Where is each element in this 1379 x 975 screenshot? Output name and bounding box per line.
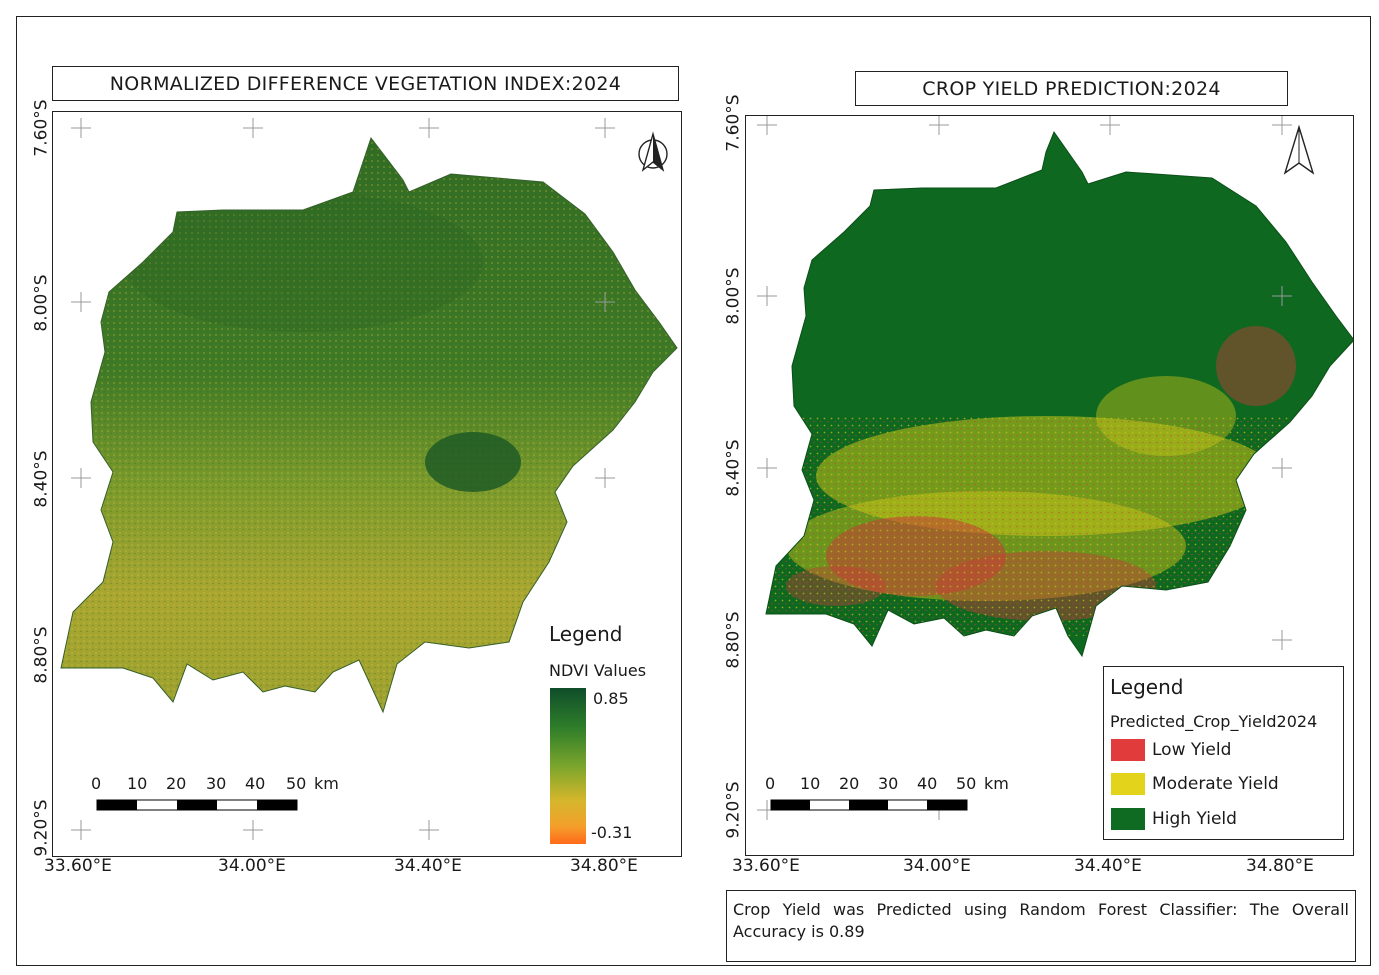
ndvi-map-title-text: NORMALIZED DIFFERENCE VEGETATION INDEX:2… bbox=[109, 72, 622, 95]
yield-map-canvas[interactable] bbox=[746, 116, 1353, 855]
ndvi-map-frame[interactable]: 0 10 20 30 40 50 km Legend NDVI Values 0… bbox=[52, 111, 682, 857]
page-frame bbox=[16, 16, 1371, 966]
ndvi-scale-bar bbox=[96, 799, 298, 811]
yield-lon-label: 34.40°E bbox=[1074, 856, 1142, 876]
ndvi-lat-label: 8.40°S bbox=[31, 450, 52, 508]
ndvi-scale-tick-10: 10 bbox=[127, 774, 148, 793]
ndvi-scale-tick-30: 30 bbox=[206, 774, 227, 793]
yield-lat-label: 8.00°S bbox=[723, 267, 744, 325]
ndvi-lat-label: 8.80°S bbox=[31, 626, 52, 684]
yield-map-title-text: CROP YIELD PREDICTION:2024 bbox=[922, 77, 1221, 100]
yield-scale-tick-20: 20 bbox=[839, 774, 860, 793]
yield-scale-unit: km bbox=[984, 774, 1009, 793]
ndvi-lat-label: 8.00°S bbox=[31, 274, 52, 332]
yield-map-title: CROP YIELD PREDICTION:2024 bbox=[855, 71, 1288, 106]
yield-scale-tick-0: 0 bbox=[765, 774, 776, 793]
moderate-yield-label: Moderate Yield bbox=[1152, 774, 1279, 794]
north-arrow-icon bbox=[638, 131, 668, 172]
ndvi-legend-min: -0.31 bbox=[591, 823, 633, 842]
accuracy-note-text: Crop Yield was Predicted using Random Fo… bbox=[733, 900, 1349, 941]
ndvi-lat-label: 7.60°S bbox=[31, 99, 52, 157]
ndvi-lon-label: 34.80°E bbox=[570, 856, 638, 876]
yield-lon-label: 34.80°E bbox=[1246, 856, 1314, 876]
ndvi-scale-tick-50: 50 bbox=[286, 774, 307, 793]
yield-lat-label: 8.40°S bbox=[723, 439, 744, 497]
yield-map-frame[interactable]: 0 10 20 30 40 50 km Legend Predicted_Cro… bbox=[745, 115, 1354, 856]
accuracy-note: Crop Yield was Predicted using Random Fo… bbox=[726, 890, 1356, 962]
high-yield-label: High Yield bbox=[1152, 809, 1237, 829]
ndvi-scale-tick-0: 0 bbox=[91, 774, 102, 793]
ndvi-lon-label: 33.60°E bbox=[44, 856, 112, 876]
yield-legend-box: Legend Predicted_Crop_Yield2024 Low Yiel… bbox=[1103, 666, 1344, 840]
yield-graticule bbox=[757, 116, 1292, 820]
moderate-yield-swatch bbox=[1111, 773, 1145, 795]
yield-legend-title: Legend bbox=[1110, 675, 1184, 699]
ndvi-lon-label: 34.40°E bbox=[394, 856, 462, 876]
ndvi-lon-label: 34.00°E bbox=[218, 856, 286, 876]
ndvi-lat-label: 9.20°S bbox=[31, 799, 52, 857]
yield-scale-tick-30: 30 bbox=[878, 774, 899, 793]
yield-scale-bar bbox=[770, 799, 968, 811]
yield-scale-tick-10: 10 bbox=[800, 774, 821, 793]
ndvi-map-canvas[interactable] bbox=[53, 112, 681, 856]
ndvi-map-title: NORMALIZED DIFFERENCE VEGETATION INDEX:2… bbox=[52, 66, 679, 101]
north-arrow-icon bbox=[1283, 124, 1315, 175]
yield-lon-label: 33.60°E bbox=[732, 856, 800, 876]
yield-lat-label: 9.20°S bbox=[723, 781, 744, 839]
high-yield-swatch bbox=[1111, 808, 1145, 830]
ndvi-color-ramp bbox=[550, 688, 586, 844]
ndvi-scale-unit: km bbox=[314, 774, 339, 793]
ndvi-scale-tick-20: 20 bbox=[166, 774, 187, 793]
low-yield-label: Low Yield bbox=[1152, 740, 1232, 760]
ndvi-legend-title: Legend bbox=[549, 622, 623, 646]
yield-lon-label: 34.00°E bbox=[903, 856, 971, 876]
yield-lat-label: 7.60°S bbox=[723, 94, 744, 152]
ndvi-legend-subtitle: NDVI Values bbox=[549, 661, 647, 680]
yield-lat-label: 8.80°S bbox=[723, 611, 744, 669]
ndvi-scale-tick-40: 40 bbox=[245, 774, 266, 793]
ndvi-graticule bbox=[71, 118, 615, 840]
low-yield-swatch bbox=[1111, 739, 1145, 761]
yield-legend-subtitle: Predicted_Crop_Yield2024 bbox=[1110, 712, 1318, 731]
yield-scale-tick-40: 40 bbox=[917, 774, 938, 793]
yield-scale-tick-50: 50 bbox=[956, 774, 977, 793]
ndvi-legend-max: 0.85 bbox=[593, 689, 629, 708]
